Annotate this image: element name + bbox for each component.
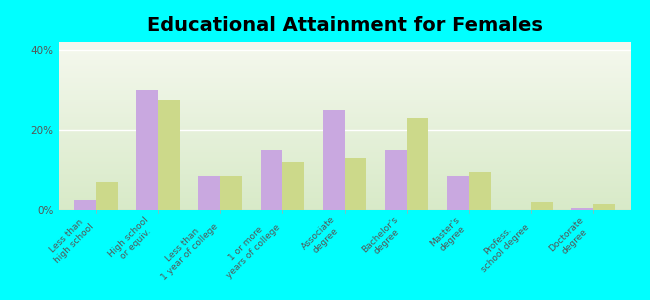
Bar <box>531 202 552 210</box>
Bar <box>96 182 118 210</box>
Bar <box>198 176 220 210</box>
Bar <box>323 110 345 210</box>
Bar <box>74 200 96 210</box>
Bar <box>261 150 282 210</box>
Bar <box>469 172 491 210</box>
Bar <box>385 150 407 210</box>
Bar <box>593 204 615 210</box>
Bar <box>407 118 428 210</box>
Bar <box>571 208 593 210</box>
Bar <box>447 176 469 210</box>
Bar <box>282 162 304 210</box>
Bar <box>220 176 242 210</box>
Title: Educational Attainment for Females: Educational Attainment for Females <box>146 16 543 35</box>
Bar <box>136 90 158 210</box>
Bar <box>344 158 366 210</box>
Bar <box>158 100 180 210</box>
